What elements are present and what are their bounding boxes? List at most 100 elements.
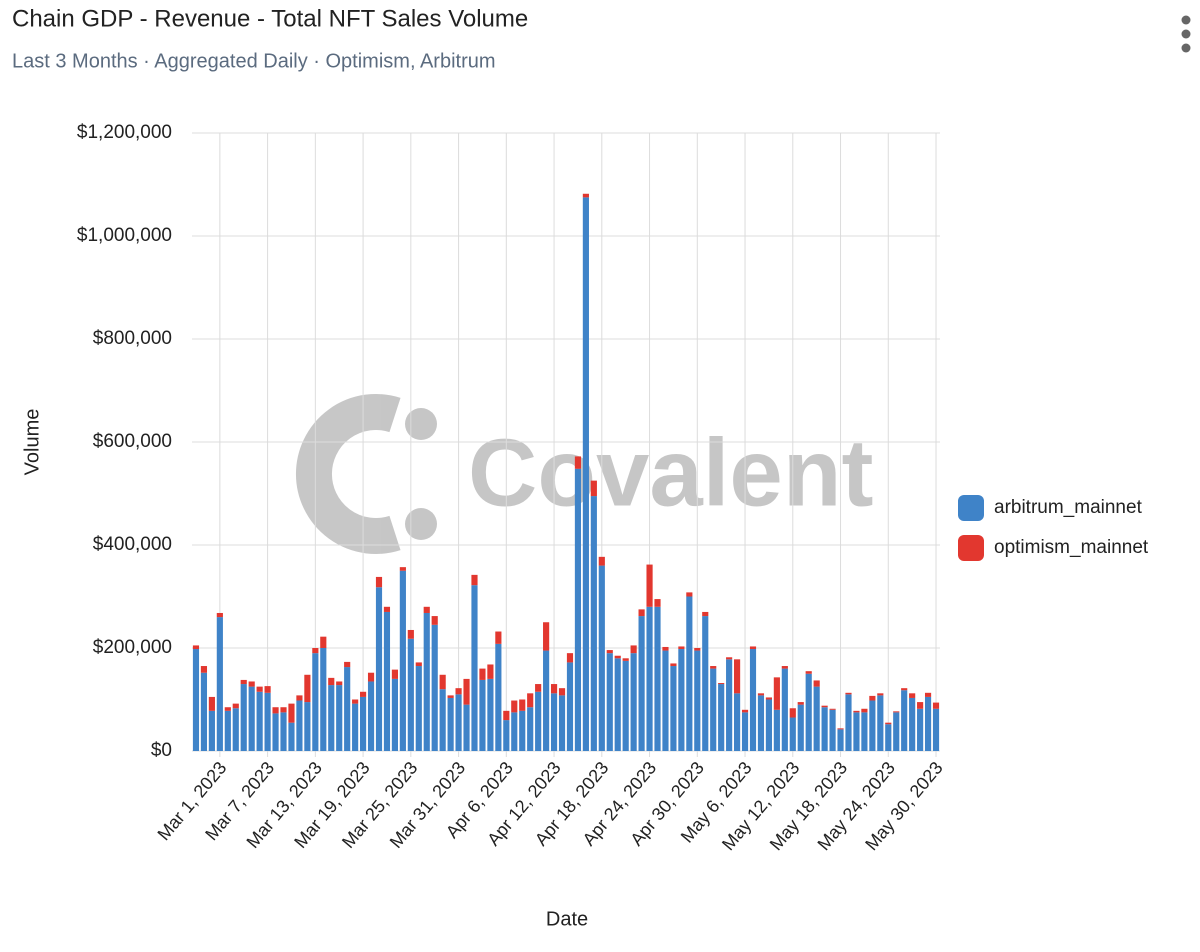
bar-segment	[447, 697, 454, 751]
bar-segment	[280, 707, 287, 713]
bar-segment	[805, 673, 812, 751]
bar-segment	[455, 688, 462, 695]
bar-segment	[463, 704, 470, 751]
bar-segment	[535, 691, 542, 751]
bar-segment	[216, 612, 223, 618]
bar-segment	[813, 680, 820, 687]
legend-swatch	[958, 535, 984, 561]
bar-segment	[519, 699, 526, 711]
bar-segment	[797, 704, 804, 751]
bar-segment	[702, 616, 709, 751]
menu-icon[interactable]	[1181, 15, 1191, 53]
bar-segment	[765, 699, 772, 751]
bar-segment	[431, 624, 438, 751]
bar-segment	[630, 653, 637, 751]
bar-segment	[256, 691, 263, 751]
bar-segment	[344, 667, 351, 751]
bar-segment	[543, 650, 550, 751]
bar-segment	[360, 696, 367, 751]
bar-segment	[662, 646, 669, 651]
bar-segment	[869, 700, 876, 751]
bar-segment	[407, 638, 414, 751]
bar-segment	[837, 729, 844, 751]
bar-segment	[495, 643, 502, 751]
bar-segment	[757, 693, 765, 696]
bar-segment	[734, 693, 741, 751]
bar-segment	[630, 645, 637, 654]
bar-segment	[694, 650, 701, 751]
bar-segment	[893, 712, 900, 751]
bar-segment	[781, 668, 788, 751]
bar-segment	[471, 585, 478, 751]
bar-segment	[336, 685, 343, 751]
bar-segment	[638, 616, 645, 751]
bar-segment	[487, 664, 494, 679]
bar-segment	[606, 650, 613, 654]
bar-segment	[901, 688, 908, 691]
bar-segment	[439, 689, 446, 751]
bar-segment	[789, 708, 796, 718]
bar-segment	[360, 691, 367, 697]
bar-segment	[248, 681, 255, 687]
bar-segment	[853, 712, 860, 751]
bar-segment	[272, 707, 279, 714]
bar-segment	[375, 576, 383, 588]
bar-segment	[718, 684, 725, 751]
bar-segment	[232, 708, 239, 751]
bar-segment	[328, 685, 335, 751]
bar-segment	[646, 606, 653, 751]
bar-segment	[511, 712, 518, 751]
bar-segment	[741, 712, 749, 751]
bar-segment	[399, 567, 406, 571]
bar-segment	[582, 193, 589, 198]
bar-segment	[439, 674, 446, 690]
bar-segment	[256, 686, 263, 692]
bar-segment	[932, 702, 940, 709]
chart-title: Chain GDP - Revenue - Total NFT Sales Vo…	[12, 5, 528, 32]
bar-segment	[845, 694, 852, 751]
bar-segment	[447, 695, 454, 698]
bar-segment	[686, 592, 693, 597]
bar-segment	[917, 702, 924, 709]
bar-segment	[861, 708, 868, 713]
bar-segment	[248, 686, 255, 751]
y-axis-label: Volume	[21, 409, 43, 476]
legend-label: optimism_mainnet	[994, 537, 1149, 558]
bar-segment	[598, 556, 605, 566]
bar-segment	[407, 629, 414, 639]
bar-segment	[192, 645, 200, 650]
bar-segment	[638, 609, 645, 617]
bar-segment	[320, 636, 327, 648]
bar-segment	[527, 707, 534, 751]
bar-segment	[726, 659, 733, 751]
bar-segment	[224, 710, 231, 751]
chart-subtitle: Last 3 Months · Aggregated Daily · Optim…	[12, 50, 496, 72]
bar-segment	[479, 668, 486, 680]
bar-segment	[614, 655, 621, 659]
bar-segment	[566, 662, 574, 751]
bar-segment	[741, 709, 749, 713]
bar-segment	[367, 681, 375, 751]
bar-segment	[312, 648, 319, 654]
y-tick-label: $200,000	[93, 637, 172, 658]
bar-segment	[304, 674, 311, 703]
bar-segment	[654, 606, 661, 751]
bar-segment	[535, 684, 542, 692]
bar-segment	[797, 702, 804, 705]
bar-segment	[375, 587, 383, 751]
bar-segment	[877, 695, 884, 751]
bar-segment	[391, 669, 398, 679]
bar-segment	[415, 666, 422, 751]
bar-segment	[423, 612, 430, 751]
bar-segment	[877, 693, 884, 696]
bar-segment	[423, 606, 430, 613]
bar-segment	[646, 564, 653, 607]
bar-segment	[352, 699, 359, 704]
bar-segment	[861, 712, 868, 751]
bar-segment	[749, 646, 757, 650]
bar-segment	[909, 693, 916, 698]
bar-segment	[909, 697, 916, 751]
bar-segment	[566, 653, 574, 663]
y-tick-label: $600,000	[93, 431, 172, 452]
bar-segment	[208, 710, 215, 751]
